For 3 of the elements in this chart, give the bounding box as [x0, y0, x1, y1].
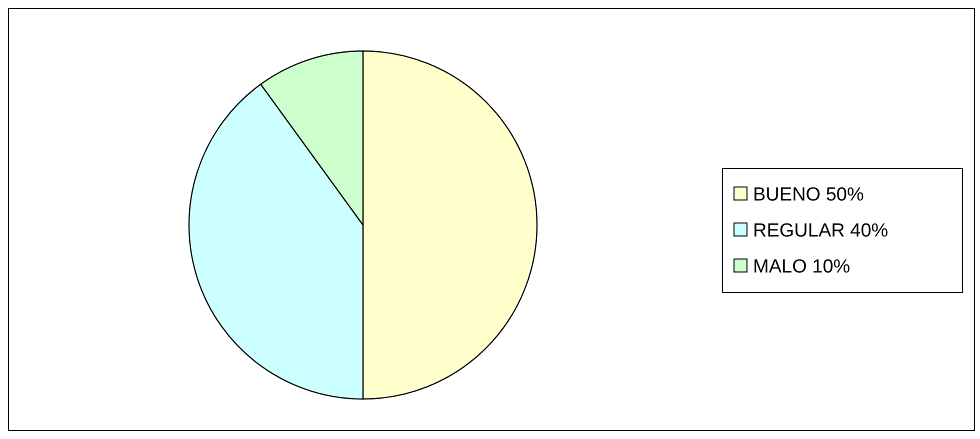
legend-label: BUENO 50% [753, 184, 864, 206]
legend-label: REGULAR 40% [753, 220, 888, 242]
legend-label: MALO 10% [753, 256, 850, 278]
